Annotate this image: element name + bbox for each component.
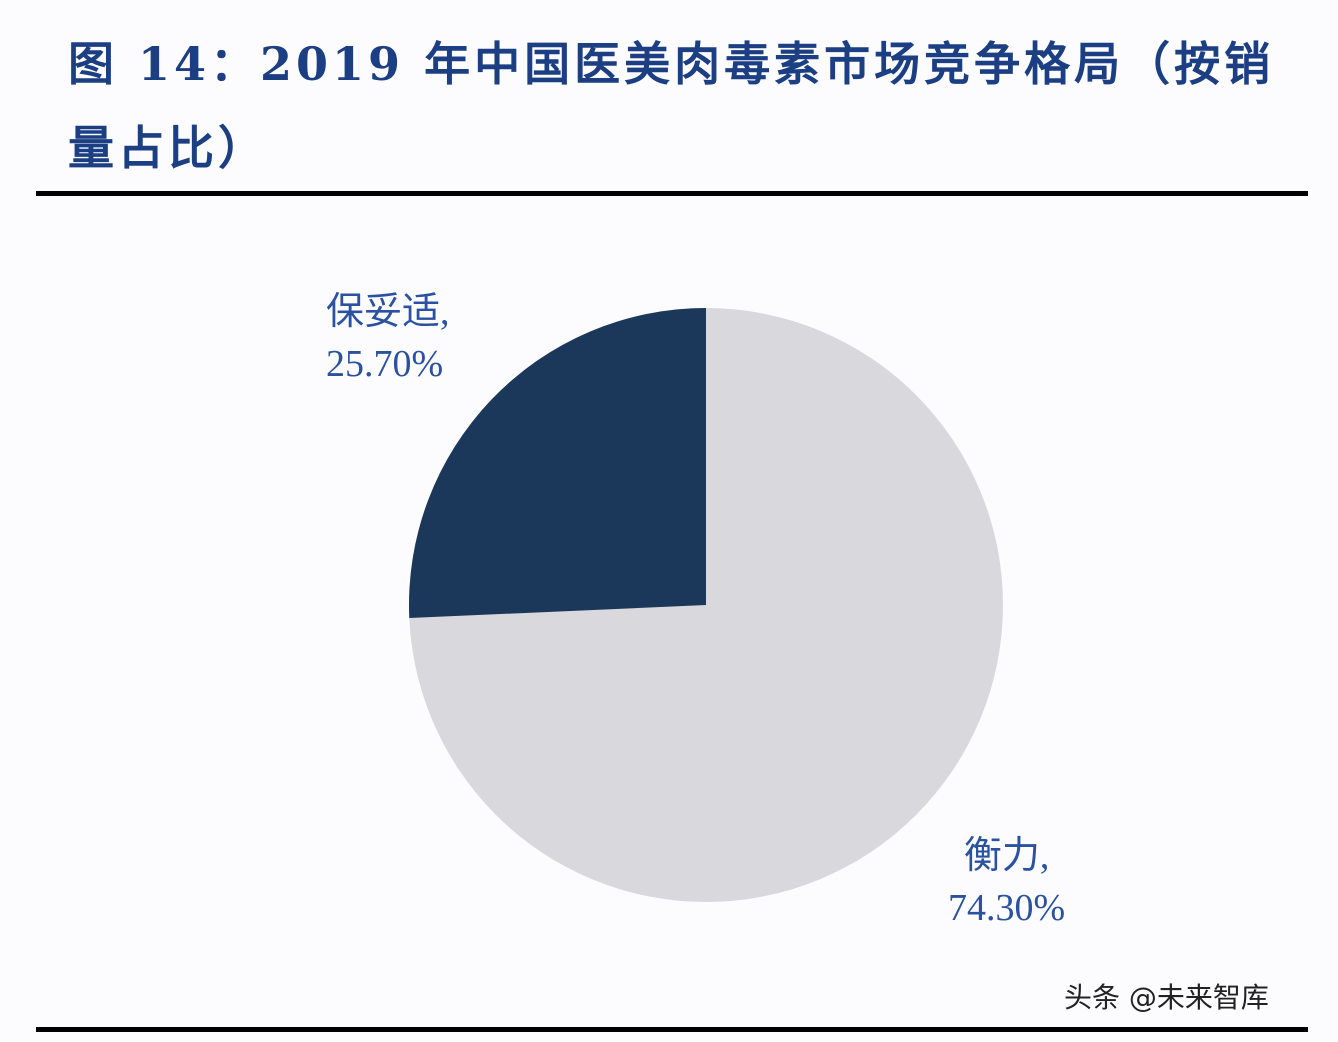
watermark: 头条 @未来智库 [1064,981,1269,1014]
label-botox: 保妥适, 25.70% [326,286,450,390]
label-botox-name: 保妥适, [326,291,450,333]
label-hengli-name: 衡力, [963,835,1050,877]
slice-botox [409,308,706,619]
label-botox-value: 25.70% [326,343,444,385]
label-hengli-value: 74.30% [948,887,1066,929]
chart-title: 图 14：2019 年中国医美肉毒素市场竞争格局（按销量占比） [68,37,1275,175]
bottom-divider [36,1027,1308,1032]
label-hengli: 衡力, 74.30% [948,830,1065,934]
top-divider [36,191,1308,196]
